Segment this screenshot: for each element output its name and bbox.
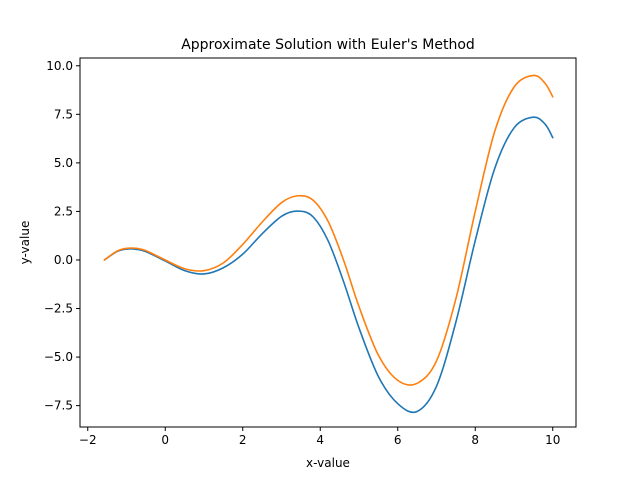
- chart-title: Approximate Solution with Euler's Method: [181, 37, 475, 53]
- y-tick-label: 10.0: [46, 59, 73, 73]
- series-line-1: [103, 116, 554, 414]
- y-tick-label: 5.0: [54, 156, 73, 170]
- y-axis-label: y-value: [18, 221, 32, 265]
- x-tick-label: 6: [394, 433, 402, 447]
- x-tick-label: −2: [79, 433, 97, 447]
- x-axis-label: x-value: [306, 456, 350, 470]
- x-tick-label: 2: [239, 433, 247, 447]
- y-tick-label: −2.5: [44, 302, 73, 316]
- x-tick-label: 8: [471, 433, 479, 447]
- y-tick-label: −7.5: [44, 399, 73, 413]
- series-line-2: [103, 74, 554, 386]
- x-tick-label: 4: [316, 433, 324, 447]
- y-tick-label: 2.5: [54, 204, 73, 218]
- x-axis-ticks: −2 0 2 4 6 8 10: [79, 427, 560, 447]
- y-tick-label: 0.0: [54, 253, 73, 267]
- x-tick-label: 0: [161, 433, 169, 447]
- y-axis-ticks: −7.5 −5.0 −2.5 0.0 2.5 5.0 7.5 10.0: [44, 59, 80, 413]
- y-tick-label: −5.0: [44, 350, 73, 364]
- y-tick-label: 7.5: [54, 107, 73, 121]
- plot-area-frame: [79, 57, 577, 428]
- x-tick-label: 10: [545, 433, 560, 447]
- series-layer: [103, 74, 554, 414]
